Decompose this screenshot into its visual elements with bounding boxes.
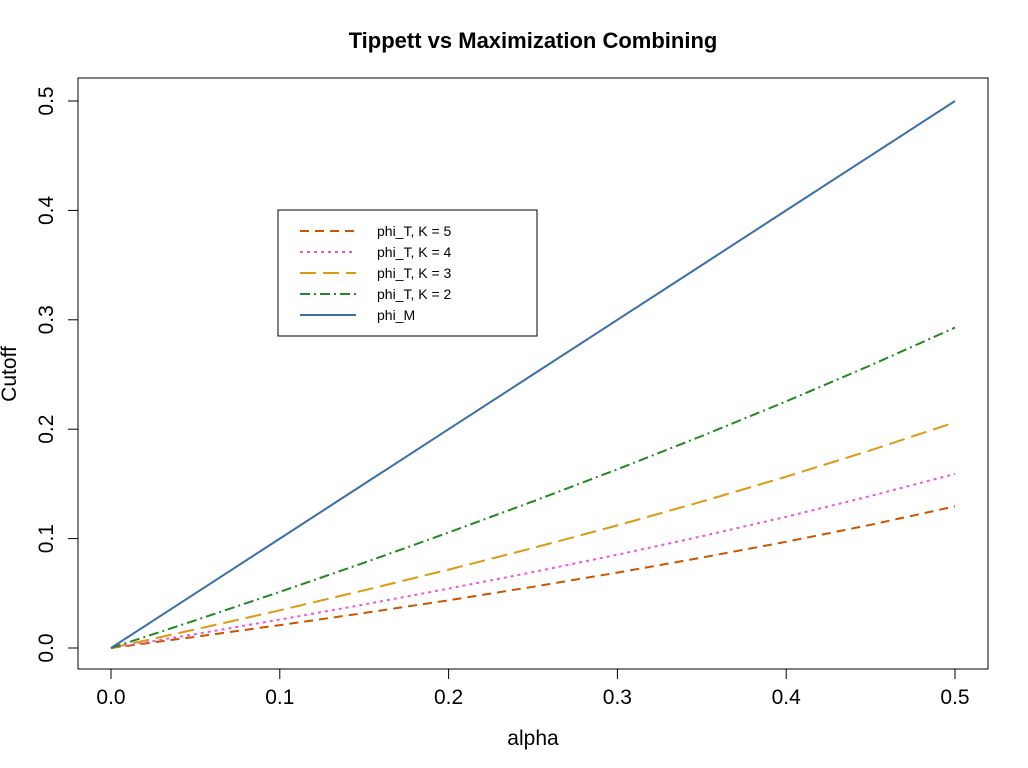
x-tick-label: 0.4	[772, 686, 802, 709]
legend-label: phi_M	[377, 307, 415, 323]
legend-label: phi_T, K = 5	[377, 223, 452, 239]
y-tick-label: 0.4	[35, 195, 58, 225]
legend-label: phi_T, K = 4	[377, 244, 452, 260]
x-tick-label: 0.1	[265, 686, 294, 709]
series-line-3	[110, 421, 956, 649]
series-line-2	[110, 472, 956, 649]
x-tick-label: 0.5	[940, 686, 969, 709]
series-line-4	[110, 326, 956, 649]
x-tick-label: 0.2	[434, 686, 463, 709]
legend: phi_T, K = 5 phi_T, K = 4 phi_T, K = 3 phi_…	[277, 209, 538, 337]
y-tick-label: 0.3	[35, 305, 58, 334]
legend-label: phi_T, K = 2	[377, 286, 452, 302]
y-tick-label: 0.2	[35, 415, 58, 444]
legend-label: phi_T, K = 3	[377, 265, 452, 281]
y-tick-label: 0.1	[35, 524, 58, 553]
y-tick-label: 0.5	[35, 86, 58, 115]
y-axis-title: Cutoff	[0, 346, 21, 402]
chart-title: Tippett vs Maximization Combining	[349, 28, 718, 53]
y-axis: 0.0 0.1 0.2 0.3 0.4 0.5	[35, 86, 79, 663]
x-axis-title: alpha	[507, 727, 559, 750]
series-line-5	[110, 100, 956, 649]
y-tick-label: 0.0	[35, 633, 58, 662]
series-line-1	[110, 505, 956, 649]
x-axis: 0.0 0.1 0.2 0.3 0.4 0.5	[96, 668, 970, 709]
x-tick-label: 0.0	[96, 686, 125, 709]
series-layer	[110, 100, 956, 649]
x-tick-label: 0.3	[603, 686, 632, 709]
